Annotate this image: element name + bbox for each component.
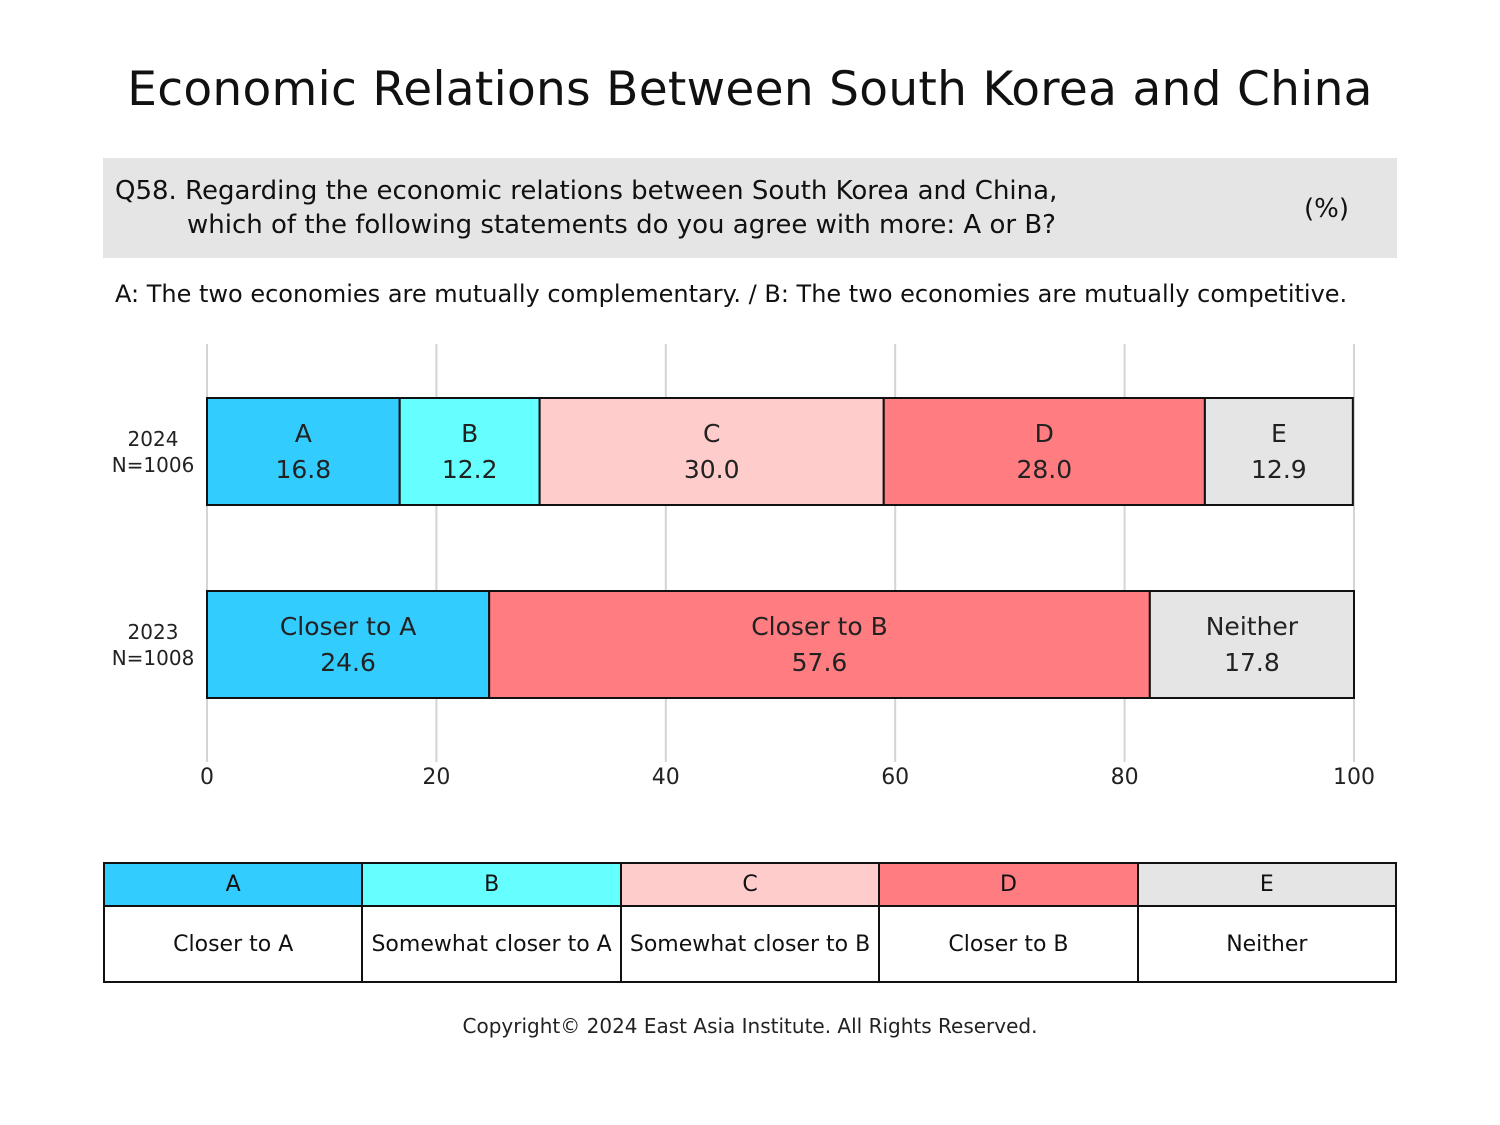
segment-category-label: Closer to A [280,612,416,641]
options-description: A: The two economies are mutually comple… [115,280,1348,308]
legend-key-a: A [105,864,362,907]
segment-value-label: 12.2 [442,455,498,484]
bar-segment [882,397,1206,506]
segment-value-label: 16.8 [276,455,332,484]
question-box: Q58. Regarding the economic relations be… [103,158,1397,258]
bar-segment [1203,397,1354,506]
legend-label-b: Somewhat closer to A [371,931,612,957]
legend-key-d: D [880,864,1137,907]
legend-label-d: Closer to B [948,931,1069,957]
segment-value-label: 28.0 [1016,455,1072,484]
segment-value-label: 57.6 [792,648,848,677]
legend-col-d: D Closer to B [880,864,1139,981]
bar-segment [1148,590,1355,699]
row-year-label: 2024 [128,427,179,451]
segment-category-label: Closer to B [751,612,888,641]
row-year-label: 2023 [128,620,179,644]
segment-value-label: 12.9 [1251,455,1307,484]
segment-category-label: A [295,419,312,448]
x-tick-label: 40 [652,765,680,790]
legend-col-c: C Somewhat closer to B [621,864,881,981]
x-tick-label: 80 [1111,765,1139,790]
legend-key-c: C [621,864,879,907]
bar-segment [538,397,885,506]
legend-col-b: B Somewhat closer to A [363,864,622,981]
row-n-label: N=1008 [112,646,195,670]
segment-value-label: 17.8 [1224,648,1280,677]
legend-col-e: E Neither [1138,864,1396,981]
x-tick-label: 0 [200,765,214,790]
legend-col-a: A Closer to A [105,864,364,981]
row-n-label: N=1006 [112,453,195,477]
segment-category-label: E [1271,419,1287,448]
x-tick-label: 100 [1333,765,1375,790]
bar-segment [206,397,401,506]
x-tick-label: 60 [881,765,909,790]
x-tick-label: 20 [422,765,450,790]
legend-key-e: E [1138,864,1396,907]
legend-label-a: Closer to A [173,931,294,957]
segment-value-label: 30.0 [684,455,740,484]
bar-segment [206,590,491,699]
segment-category-label: Neither [1206,612,1299,641]
question-line-1: Q58. Regarding the economic relations be… [115,176,1058,206]
chart-title: Economic Relations Between South Korea a… [127,62,1373,117]
bar-segment [398,397,541,506]
copyright: Copyright© 2024 East Asia Institute. All… [462,1014,1038,1038]
unit-label: (%) [1304,194,1349,224]
segment-value-label: 24.6 [320,648,376,677]
legend-table: A Closer to A B Somewhat closer to A C S… [103,862,1397,983]
question-line-2: which of the following statements do you… [187,210,1056,240]
segment-category-label: D [1035,419,1054,448]
segment-category-label: C [703,419,720,448]
legend-label-c: Somewhat closer to B [629,931,871,957]
legend-label-e: Neither [1226,931,1308,957]
bar-segment [488,590,1151,699]
segment-category-label: B [461,419,478,448]
legend-key-b: B [363,864,620,907]
